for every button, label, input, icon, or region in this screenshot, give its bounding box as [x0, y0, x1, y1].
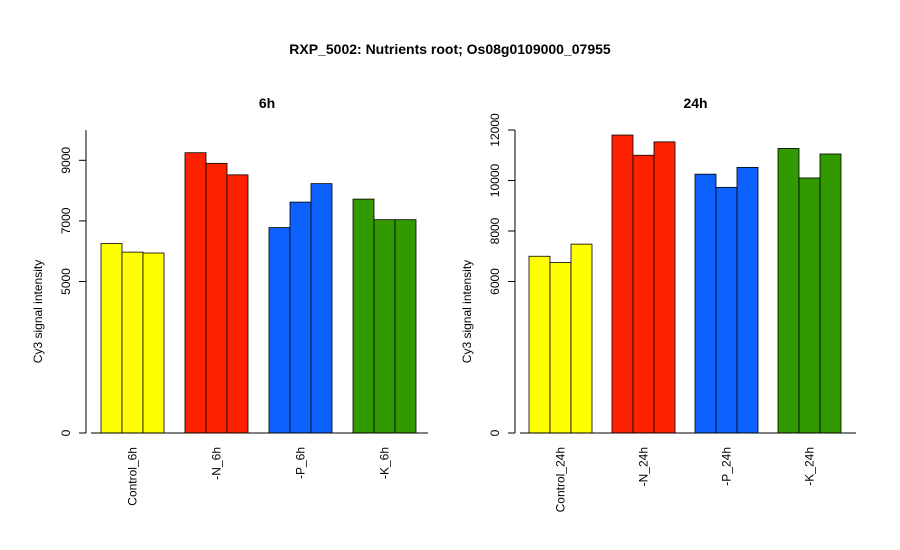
bar--K_6h-2	[373, 219, 396, 434]
y-tick-label: 7000	[59, 207, 73, 234]
y-tick-label: 10000	[488, 163, 502, 197]
bar--N_6h-3	[226, 174, 249, 434]
y-tick-label: 6000	[488, 268, 502, 295]
x-tick-label: -N_24h	[637, 447, 651, 486]
bar--K_24h-2	[798, 177, 821, 434]
bar--P_24h-3	[736, 166, 759, 434]
x-tick-label: -K_24h	[803, 447, 817, 486]
bar-Control_24h-3	[570, 243, 593, 434]
y-tick-label: 0	[488, 429, 502, 436]
panel-0: 6h Control_6h -N_6h -P_6h -K_6h 0 5000 7000 9000…	[31, 95, 428, 506]
bar--K_24h-3	[819, 153, 842, 434]
x-tick-label: -K_6h	[378, 447, 392, 479]
bar--P_24h-1	[694, 173, 717, 434]
bar--N_24h-1	[611, 134, 634, 434]
bar--K_6h-3	[394, 219, 417, 434]
x-tick-label: -P_24h	[720, 447, 734, 486]
bar--P_6h-2	[289, 201, 312, 434]
bar--N_24h-3	[653, 141, 676, 434]
x-tick-label: -N_6h	[210, 447, 224, 480]
panel-title: 6h	[259, 95, 275, 111]
bar-Control_6h-2	[121, 251, 144, 434]
y-axis-title: Cy3 signal intensity	[460, 260, 474, 363]
y-tick-label: 8000	[488, 217, 502, 244]
bar-Control_24h-1	[528, 255, 551, 434]
bar--K_6h-1	[352, 198, 375, 434]
bar--N_24h-2	[632, 154, 655, 434]
panel-title: 24h	[683, 95, 707, 111]
bar--P_6h-1	[268, 227, 291, 434]
bar-Control_6h-1	[100, 243, 123, 434]
main-title: RXP_5002: Nutrients root; Os08g0109000_0…	[289, 41, 611, 57]
x-tick-label: Control_24h	[554, 447, 568, 512]
bar--N_6h-2	[205, 162, 228, 434]
x-tick-label: Control_6h	[126, 447, 140, 506]
y-axis-title: Cy3 signal intensity	[31, 260, 45, 363]
y-tick-label: 0	[59, 429, 73, 436]
y-tick-label: 12000	[488, 113, 502, 147]
y-tick-label: 5000	[59, 268, 73, 295]
panels: 6h Control_6h -N_6h -P_6h -K_6h 0 5000 7000 9000…	[31, 95, 856, 512]
bar-Control_24h-2	[549, 262, 572, 434]
bar--P_6h-3	[310, 183, 333, 434]
bar--N_6h-1	[184, 152, 207, 434]
bar--P_24h-2	[715, 186, 738, 434]
bar-Control_6h-3	[142, 252, 165, 434]
bar--K_24h-1	[777, 148, 800, 434]
y-tick-label: 9000	[59, 147, 73, 174]
panel-1: 24h Control_24h -N_24h -P_24h -K_24h 0 6000 800…	[460, 95, 856, 512]
x-tick-label: -P_6h	[294, 447, 308, 479]
